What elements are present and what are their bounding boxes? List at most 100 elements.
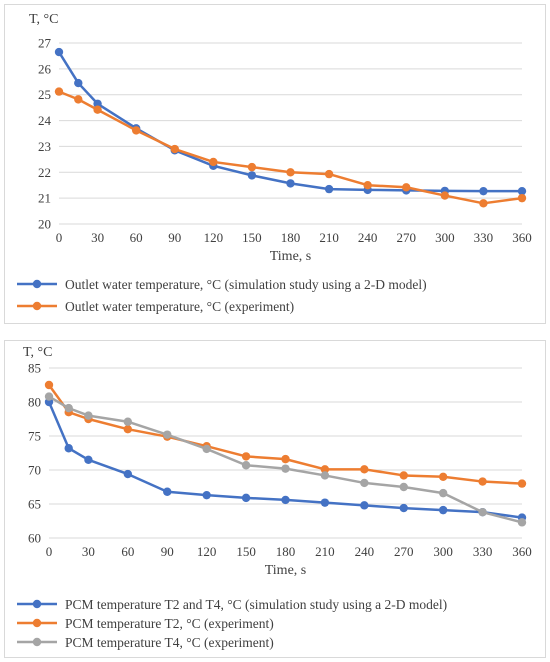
data-point-series-2 bbox=[44, 380, 54, 390]
data-point-series-2 bbox=[170, 144, 179, 154]
x-tick-label: 120 bbox=[197, 544, 217, 559]
y-tick-label: 23 bbox=[38, 139, 51, 154]
data-point-series-2 bbox=[123, 425, 133, 434]
data-point-series-2 bbox=[479, 199, 488, 208]
legend-label-3: PCM temperature T4, °C (experiment) bbox=[65, 635, 274, 650]
data-point-series-3 bbox=[320, 471, 330, 480]
data-point-series-3 bbox=[517, 518, 527, 527]
data-point-series-2 bbox=[363, 181, 372, 190]
y-axis-label: T, °C bbox=[23, 345, 52, 360]
y-tick-label: 85 bbox=[28, 361, 41, 376]
data-point-series-2 bbox=[402, 183, 411, 192]
data-point-series-2 bbox=[247, 162, 257, 172]
series-line-1 bbox=[57, 51, 522, 193]
x-tick-label: 360 bbox=[512, 230, 532, 245]
data-point-series-3 bbox=[202, 444, 211, 454]
data-point-series-3 bbox=[281, 464, 290, 473]
data-point-series-2 bbox=[440, 191, 450, 200]
data-point-series-3 bbox=[64, 403, 73, 413]
x-tick-label: 360 bbox=[512, 544, 532, 559]
data-point-series-1 bbox=[438, 505, 448, 515]
data-point-series-1 bbox=[84, 455, 93, 464]
data-point-series-3 bbox=[241, 461, 251, 470]
x-tick-label: 330 bbox=[473, 544, 493, 559]
data-point-series-3 bbox=[438, 488, 448, 498]
legend-label-2: PCM temperature T2, °C (experiment) bbox=[65, 616, 274, 631]
data-point-series-2 bbox=[399, 471, 408, 480]
x-tick-label: 30 bbox=[82, 544, 95, 559]
y-tick-label: 75 bbox=[28, 429, 41, 444]
legend-marker-dot-3 bbox=[32, 637, 42, 647]
data-point-series-1 bbox=[324, 184, 334, 194]
x-tick-label: 330 bbox=[474, 230, 494, 245]
x-tick-label: 90 bbox=[168, 230, 181, 245]
data-point-series-1 bbox=[163, 487, 172, 496]
legend-marker-dot-2 bbox=[32, 301, 42, 311]
series-line-1 bbox=[47, 401, 523, 519]
x-tick-label: 210 bbox=[319, 230, 339, 245]
y-tick-label: 21 bbox=[38, 191, 51, 206]
y-tick-label: 22 bbox=[38, 165, 51, 180]
y-tick-label: 80 bbox=[28, 395, 41, 410]
data-point-series-1 bbox=[202, 490, 211, 500]
x-axis-label: Time, s bbox=[270, 249, 312, 264]
data-point-series-1 bbox=[360, 501, 369, 510]
x-tick-label: 60 bbox=[130, 230, 143, 245]
data-point-series-2 bbox=[281, 454, 290, 464]
data-point-series-3 bbox=[123, 417, 133, 426]
data-point-series-1 bbox=[517, 186, 527, 196]
x-tick-label: 0 bbox=[46, 544, 53, 559]
data-point-series-1 bbox=[93, 99, 102, 108]
series-line-2 bbox=[47, 384, 523, 485]
data-point-series-2 bbox=[286, 168, 295, 177]
data-point-series-1 bbox=[64, 444, 73, 453]
data-point-series-2 bbox=[320, 465, 330, 474]
legend-label-1: Outlet water temperature, °C (simulation… bbox=[65, 277, 427, 292]
legend-marker-dot-2 bbox=[32, 618, 42, 628]
data-point-series-1 bbox=[286, 179, 295, 188]
x-tick-label: 240 bbox=[355, 544, 375, 559]
data-point-series-3 bbox=[163, 430, 172, 439]
legend-marker-dot-1 bbox=[32, 599, 42, 609]
y-tick-label: 60 bbox=[28, 531, 41, 546]
data-point-series-1 bbox=[241, 493, 251, 503]
x-tick-label: 180 bbox=[276, 544, 296, 559]
data-point-series-2 bbox=[360, 465, 369, 474]
y-tick-label: 65 bbox=[28, 497, 41, 512]
x-tick-label: 0 bbox=[56, 230, 63, 245]
x-tick-label: 150 bbox=[242, 230, 262, 245]
chart-2-svg: 60 65 70 75 80 85 0 30 60 90 120 150 180 210 240 270 300… bbox=[17, 345, 532, 650]
x-tick-label: 30 bbox=[91, 230, 104, 245]
y-tick-label: 24 bbox=[38, 113, 52, 128]
y-tick-label: 26 bbox=[38, 61, 52, 76]
x-tick-label: 270 bbox=[394, 544, 414, 559]
x-tick-label: 300 bbox=[433, 544, 453, 559]
data-point-series-2 bbox=[74, 95, 83, 104]
data-point-series-3 bbox=[478, 507, 487, 517]
chart-panel-2: 60 65 70 75 80 85 0 30 60 90 120 150 180 210 240 270 300… bbox=[4, 340, 546, 658]
x-tick-label: 90 bbox=[161, 544, 174, 559]
data-point-series-2 bbox=[93, 105, 102, 114]
data-point-series-1 bbox=[123, 469, 133, 479]
data-point-series-1 bbox=[399, 503, 408, 513]
chart-panel-1: 20 21 22 23 24 25 26 27 0 30 60 90 120 150 180 210 240 27… bbox=[4, 4, 546, 324]
data-point-series-2 bbox=[517, 479, 527, 488]
data-point-series-1 bbox=[54, 47, 64, 57]
data-point-series-2 bbox=[241, 452, 251, 461]
x-tick-label: 240 bbox=[358, 230, 378, 245]
x-tick-label: 300 bbox=[435, 230, 455, 245]
data-point-series-3 bbox=[360, 478, 369, 488]
data-point-series-2 bbox=[517, 193, 527, 203]
x-tick-label: 180 bbox=[281, 230, 301, 245]
data-point-series-2 bbox=[131, 126, 141, 135]
y-axis-label: T, °C bbox=[29, 12, 58, 27]
series-line-2 bbox=[58, 90, 523, 205]
data-point-series-2 bbox=[324, 169, 334, 179]
y-tick-label: 70 bbox=[28, 463, 41, 478]
x-tick-label: 270 bbox=[397, 230, 417, 245]
data-point-series-2 bbox=[209, 157, 218, 167]
data-point-series-1 bbox=[247, 171, 257, 180]
data-point-series-3 bbox=[399, 482, 408, 492]
data-point-series-2 bbox=[478, 477, 487, 486]
